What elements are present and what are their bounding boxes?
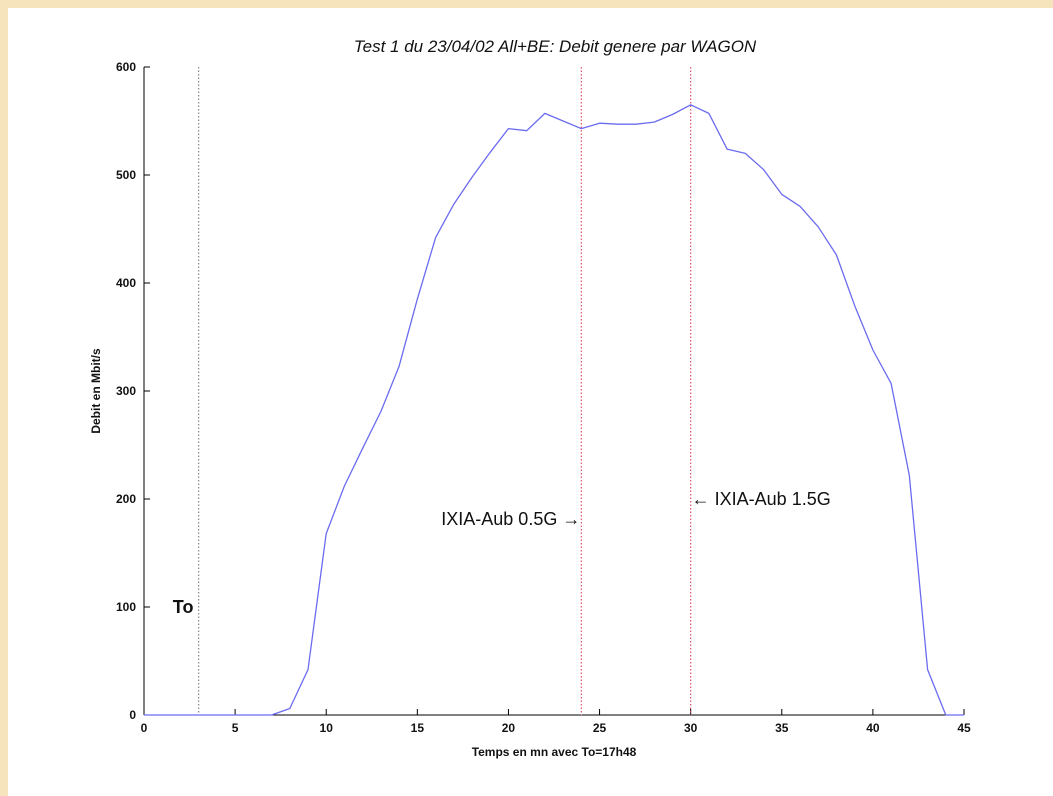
annotation-label: ← IXIA-Aub 1.5G [692,489,831,509]
y-tick-label: 300 [116,384,136,398]
x-ticks: 0 5 10 15 20 25 30 35 40 45 [141,709,971,735]
y-axis-label: Debit en Mbit/s [89,348,103,434]
x-tick-label: 0 [141,721,148,735]
x-axis-label: Temps en mn avec To=17h48 [472,745,637,759]
y-tick-label: 500 [116,168,136,182]
chart-title: Test 1 du 23/04/02 All+BE: Debit genere … [354,37,757,56]
x-tick-label: 10 [320,721,334,735]
line-chart: Test 1 du 23/04/02 All+BE: Debit genere … [89,37,971,759]
y-tick-label: 200 [116,492,136,506]
chart-figure: Test 1 du 23/04/02 All+BE: Debit genere … [8,8,1053,796]
reference-lines [198,67,692,715]
annotation-label: IXIA-Aub 0.5G → [441,509,580,529]
x-tick-label: 40 [866,721,880,735]
x-tick-label: 15 [411,721,425,735]
y-tick-label: 400 [116,276,136,290]
x-tick-label: 30 [684,721,698,735]
x-tick-label: 35 [775,721,789,735]
y-tick-label: 600 [116,60,136,74]
x-tick-label: 45 [957,721,971,735]
y-tick-label: 100 [116,600,136,614]
x-tick-label: 25 [593,721,607,735]
x-tick-label: 5 [232,721,239,735]
x-tick-label: 20 [502,721,516,735]
series-line [144,104,964,716]
series-group [144,104,964,716]
y-ticks: 0 100 200 300 400 500 600 [116,60,150,722]
annotations: To IXIA-Aub 0.5G → ← IXIA-Aub 1.5G [173,489,831,617]
y-tick-label: 0 [129,708,136,722]
annotation-label: To [173,597,194,617]
